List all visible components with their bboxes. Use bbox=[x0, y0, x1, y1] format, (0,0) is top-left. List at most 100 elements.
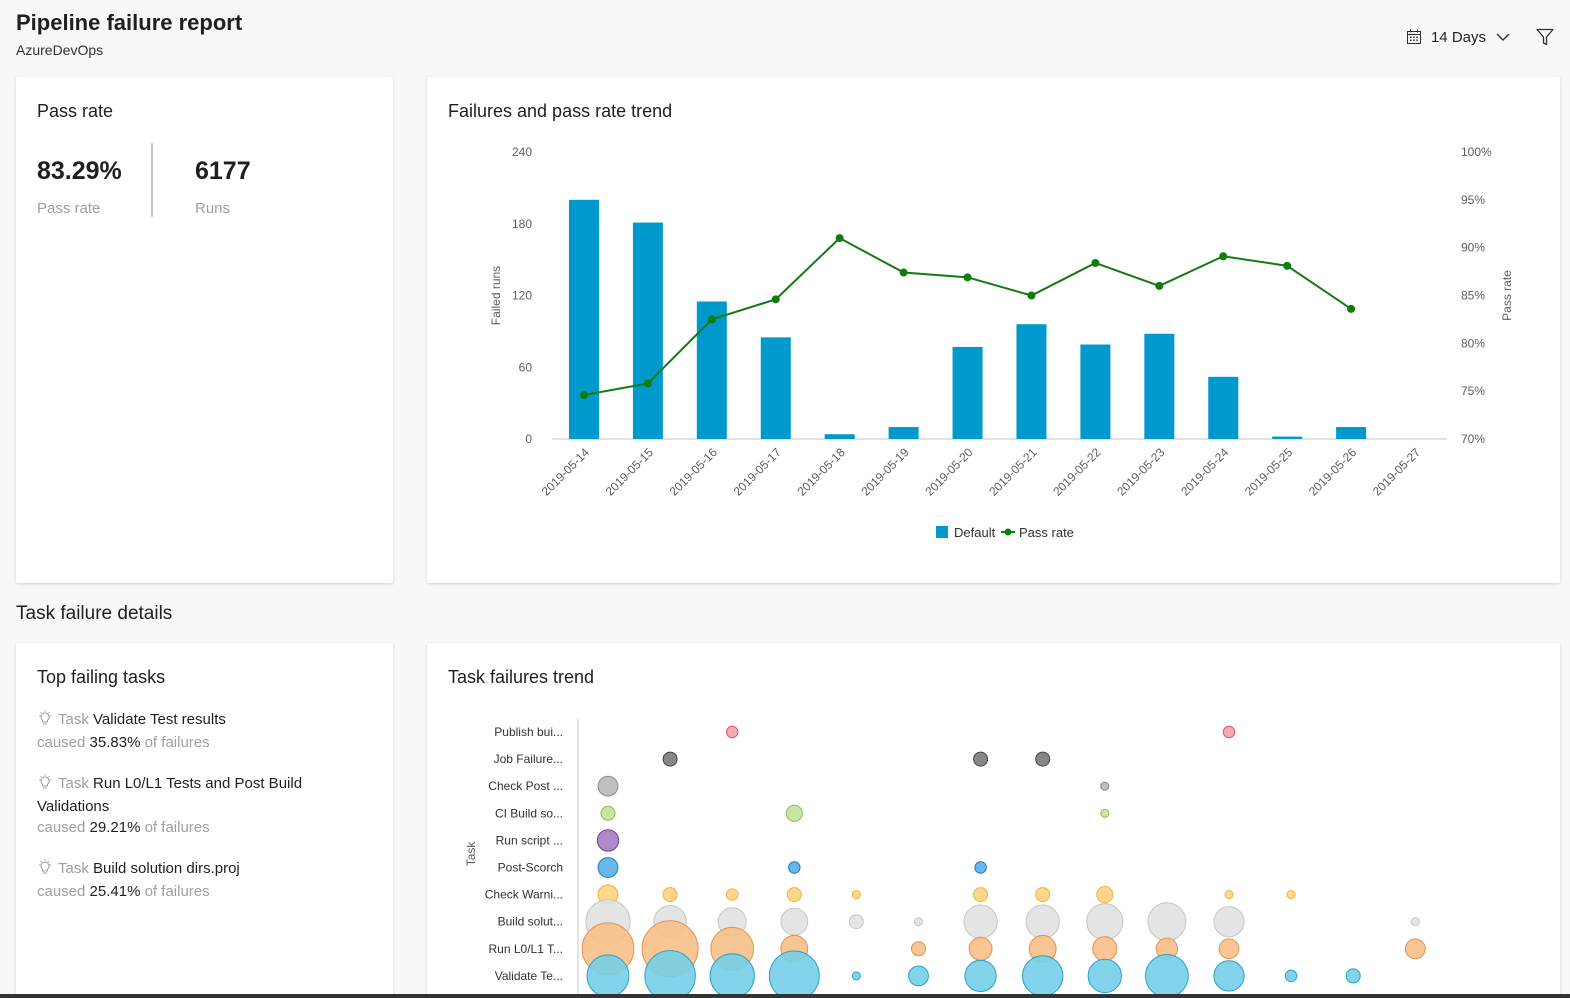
bubble bbox=[1213, 906, 1245, 938]
list-item[interactable]: Task Validate Test results caused 35.83%… bbox=[37, 709, 337, 753]
list-item[interactable]: Task Build solution dirs.proj caused 25.… bbox=[37, 858, 337, 902]
page-title: Pipeline failure report bbox=[16, 10, 243, 35]
bar bbox=[568, 199, 599, 439]
bubble bbox=[973, 751, 989, 767]
bubble bbox=[786, 887, 802, 903]
y-axis-label: Failed runs bbox=[489, 266, 503, 325]
pass-rate-point bbox=[579, 390, 588, 399]
task-caused: caused bbox=[37, 883, 86, 900]
y2-tick-label: 90% bbox=[1461, 241, 1485, 255]
failures-trend-chart: 0 60 120 180 240 70% 75% 80% 85% 90% 95% 100% Failed… bbox=[489, 145, 1514, 540]
y2-tick-label: 80% bbox=[1461, 336, 1485, 350]
x-tick-label: 2019-05-18 bbox=[794, 445, 848, 499]
bubble bbox=[1286, 890, 1296, 900]
y2-tick-label: 100% bbox=[1461, 145, 1492, 159]
x-tick-label: 2019-05-27 bbox=[1370, 445, 1424, 499]
x-tick-label: 2019-05-20 bbox=[922, 445, 976, 499]
x-tick-label: 2019-05-16 bbox=[667, 445, 721, 499]
x-tick-label: 2019-05-23 bbox=[1114, 445, 1168, 499]
bubble bbox=[963, 904, 998, 939]
task-pct: 25.41% bbox=[89, 883, 141, 900]
bubble bbox=[709, 953, 755, 998]
lightbulb-icon bbox=[37, 710, 53, 732]
bar bbox=[1208, 376, 1239, 439]
bubble bbox=[1147, 902, 1187, 942]
bubble bbox=[662, 751, 678, 767]
pass-rate-point bbox=[899, 268, 908, 277]
y-tick-label: 0 bbox=[525, 432, 532, 446]
runs-label: Runs bbox=[195, 200, 231, 217]
task-prefix: Task bbox=[58, 711, 89, 728]
pass-rate-point bbox=[707, 315, 716, 324]
bar bbox=[1144, 333, 1175, 439]
page-subtitle: AzureDevOps bbox=[16, 42, 104, 58]
top-failing-tasks-title: Top failing tasks bbox=[37, 667, 166, 687]
pass-rate-card: Pass rate 83.29% Pass rate 6177 Runs bbox=[16, 77, 393, 583]
legend-default-swatch bbox=[936, 526, 948, 538]
y2-tick-label: 95% bbox=[1461, 193, 1485, 207]
bubble bbox=[768, 950, 820, 998]
task-failures-trend-card: Task failures trend Task Publish bui... Jo… bbox=[427, 643, 1560, 998]
task-label: Validate Te... bbox=[495, 969, 563, 983]
calendar-icon bbox=[1406, 29, 1421, 44]
task-suffix: of failures bbox=[144, 819, 210, 836]
bubble bbox=[600, 805, 616, 821]
bar bbox=[1272, 436, 1303, 439]
bottom-scrollbar[interactable] bbox=[0, 994, 1570, 998]
task-label: Post-Scorch bbox=[498, 861, 563, 875]
x-tick-label: 2019-05-15 bbox=[603, 445, 657, 499]
task-failures-trend-title: Task failures trend bbox=[448, 667, 595, 687]
bubble bbox=[973, 887, 989, 903]
bar bbox=[1336, 427, 1367, 439]
bubble bbox=[1086, 903, 1124, 941]
bubble bbox=[785, 804, 803, 822]
task-label: Job Failure... bbox=[494, 752, 563, 766]
bubble bbox=[1145, 954, 1189, 998]
pass-rate-point bbox=[1347, 304, 1356, 313]
bubble bbox=[1404, 938, 1426, 960]
page-header: Pipeline failure report AzureDevOps bbox=[16, 10, 242, 58]
bubble bbox=[851, 890, 861, 900]
date-range-picker[interactable]: 14 Days bbox=[1406, 29, 1510, 46]
filter-button[interactable] bbox=[1536, 28, 1554, 46]
bubble bbox=[1035, 887, 1051, 903]
bar bbox=[632, 222, 663, 439]
pass-rate-card-title: Pass rate bbox=[37, 101, 114, 121]
metric-divider bbox=[151, 143, 153, 217]
bubble bbox=[1224, 890, 1234, 900]
y-tick-label: 240 bbox=[512, 145, 532, 159]
x-tick-label: 2019-05-21 bbox=[986, 445, 1040, 499]
bubble bbox=[1087, 958, 1122, 994]
task-label: Publish bui... bbox=[494, 725, 563, 739]
bubble bbox=[911, 941, 926, 957]
task-name: Validate Test results bbox=[93, 711, 226, 728]
list-item[interactable]: Task Run L0/L1 Tests and Post Build Vali… bbox=[37, 773, 337, 838]
bubble bbox=[848, 914, 864, 930]
bubble bbox=[1222, 725, 1236, 739]
bubble bbox=[851, 971, 861, 981]
pass-rate-point bbox=[1283, 261, 1292, 270]
y-tick-label: 180 bbox=[512, 217, 532, 231]
bubble bbox=[597, 857, 619, 878]
bubble bbox=[908, 965, 929, 987]
bubble bbox=[1025, 904, 1060, 939]
task-caused: caused bbox=[37, 819, 86, 836]
failures-trend-card-title: Failures and pass rate trend bbox=[448, 101, 673, 121]
x-tick-label: 2019-05-22 bbox=[1050, 445, 1104, 499]
task-pct: 35.83% bbox=[89, 734, 141, 751]
lightbulb-icon bbox=[37, 859, 53, 881]
pass-rate-value: 83.29% bbox=[37, 157, 122, 185]
task-prefix: Task bbox=[58, 775, 89, 792]
x-tick-label: 2019-05-24 bbox=[1178, 445, 1232, 499]
bubble bbox=[780, 907, 809, 936]
pass-rate-point bbox=[643, 379, 652, 388]
x-tick-label: 2019-05-17 bbox=[731, 445, 785, 499]
date-range-label: 14 Days bbox=[1430, 28, 1486, 46]
bubble bbox=[1100, 808, 1110, 818]
task-caused: caused bbox=[37, 734, 86, 751]
pass-rate-point bbox=[1155, 281, 1164, 290]
x-tick-label: 2019-05-19 bbox=[858, 445, 912, 499]
bar bbox=[696, 301, 727, 439]
x-tick-label: 2019-05-14 bbox=[539, 445, 593, 499]
bar bbox=[952, 346, 983, 439]
